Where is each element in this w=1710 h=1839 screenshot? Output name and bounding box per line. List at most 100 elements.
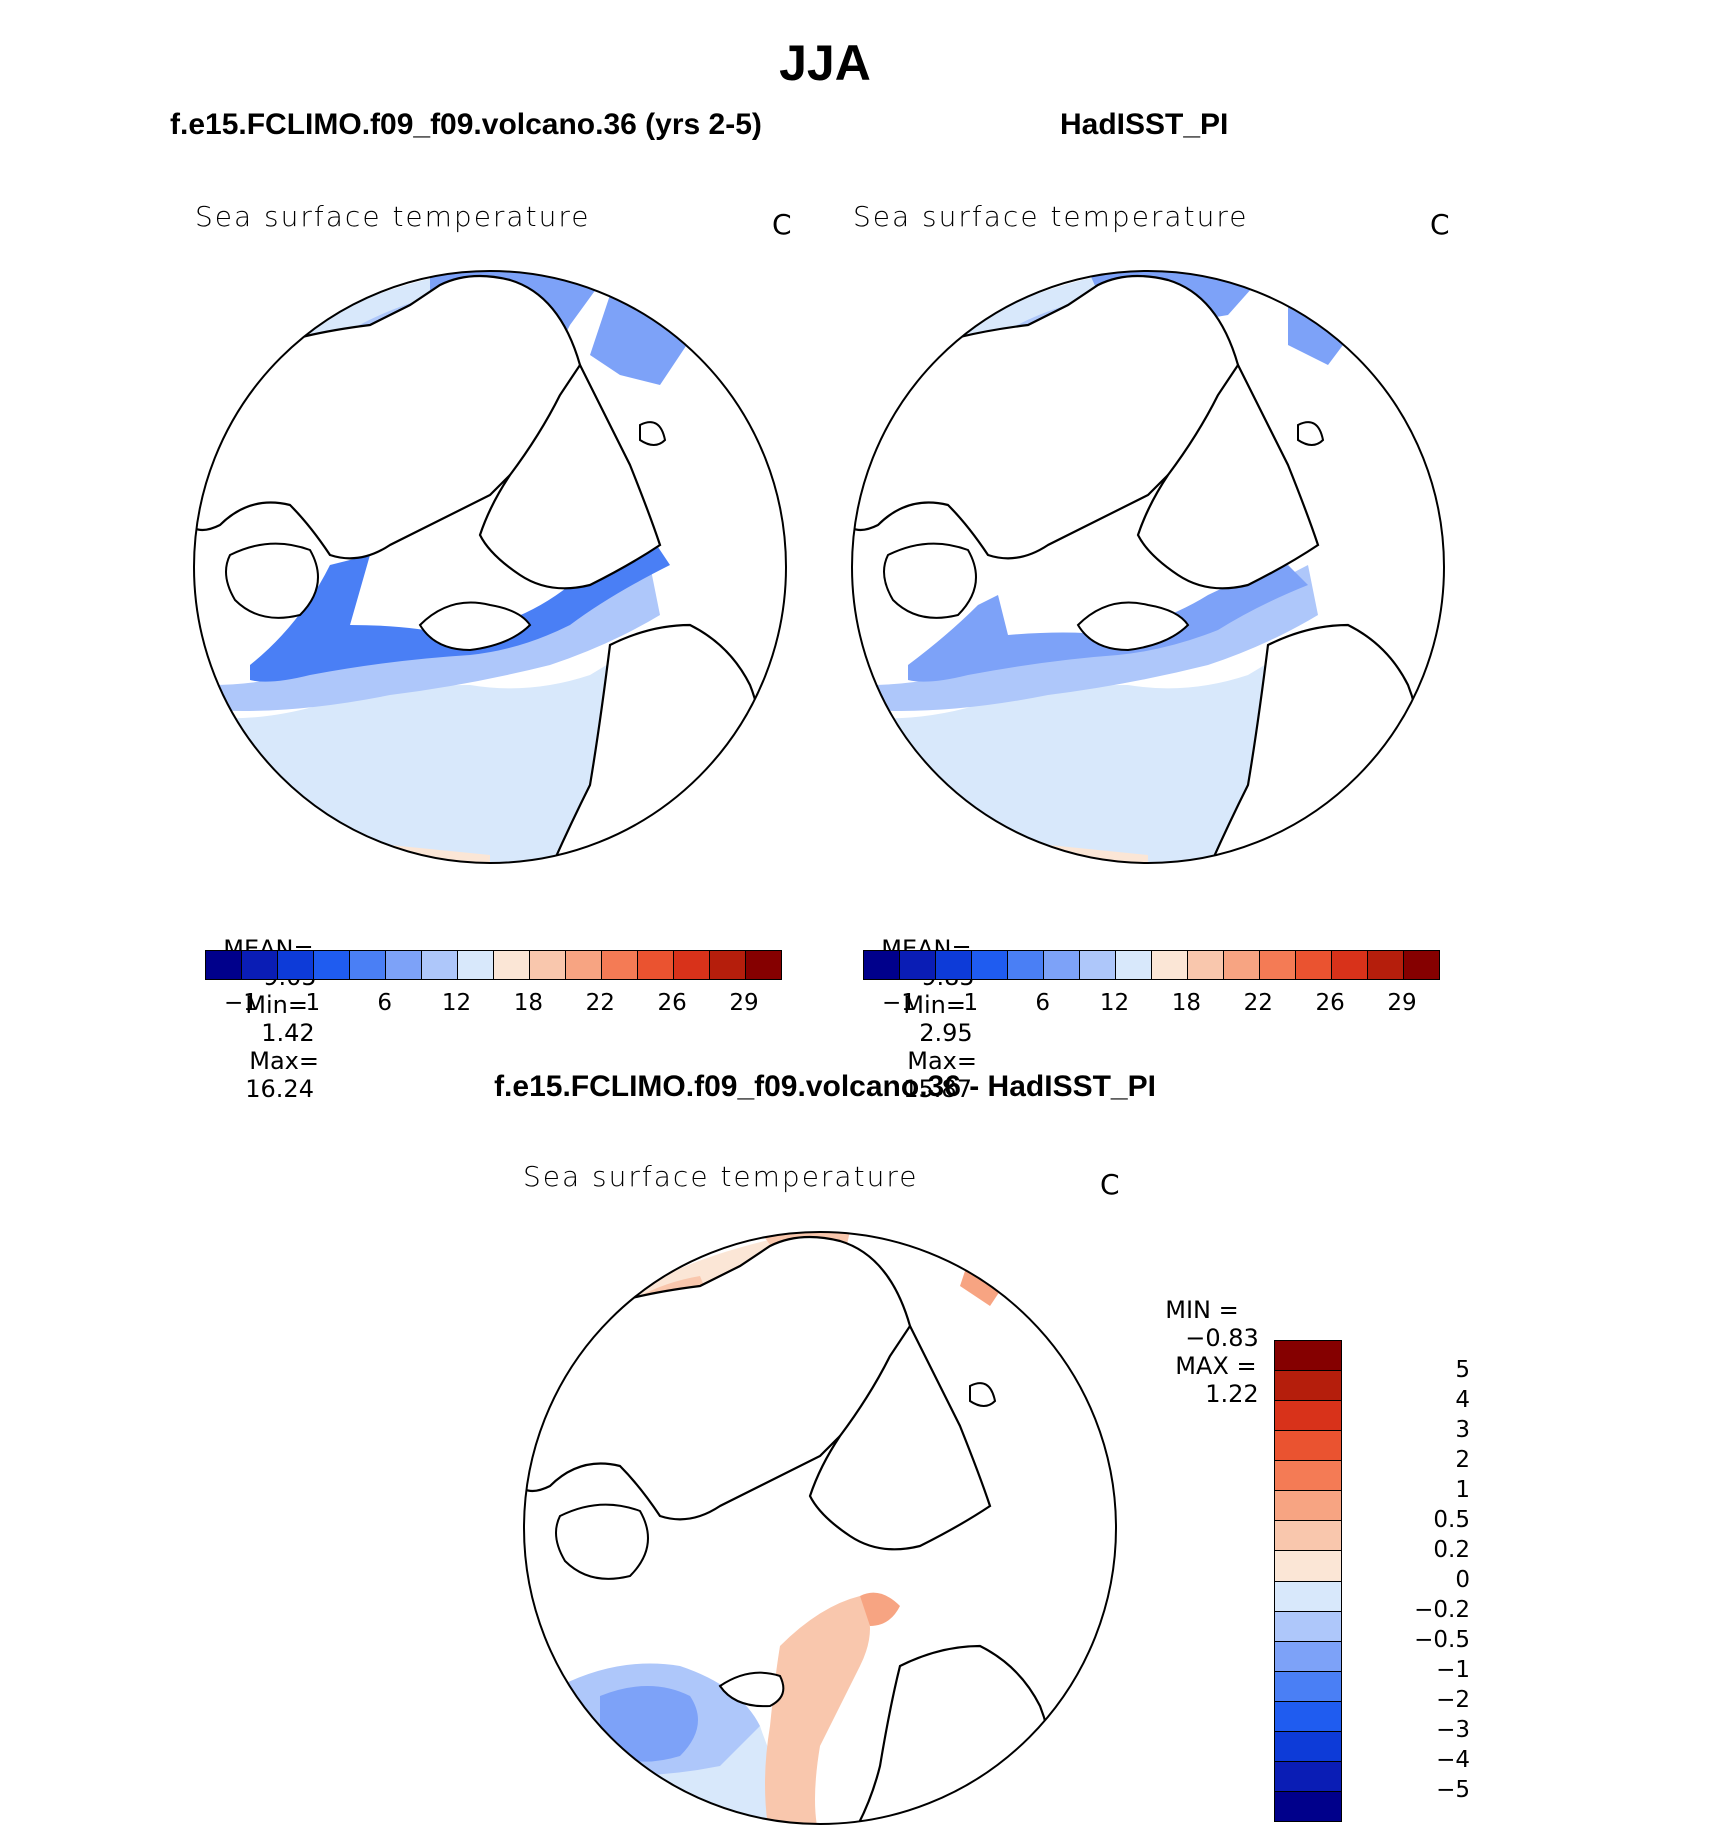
colorbar-swatch-2 (1275, 1401, 1341, 1432)
colorbar-swatch-1 (900, 951, 936, 979)
land-iceland-region (1076, 601, 1190, 652)
variable-label-diff: Sea surface temperature (523, 1160, 919, 1193)
colorbar-tick-label: −5 (1436, 1777, 1470, 1803)
colorbar-swatch-8 (1275, 1581, 1341, 1612)
colorbar-tick-label: 26 (1315, 990, 1345, 1016)
colorbar-tick-label: 1 (963, 990, 979, 1016)
colorbar-swatch-11 (1260, 951, 1296, 979)
colorbar-tick-label: −1 (1436, 1657, 1470, 1683)
polar-map-difference (523, 1231, 1117, 1825)
map-boundary (851, 270, 1445, 864)
units-label-model: C (772, 208, 792, 241)
colorbar-swatch-11 (1275, 1671, 1341, 1702)
colorbar-swatch-9 (1275, 1611, 1341, 1642)
colorbar-ticks-obs: −1 1 6 12 18 22 26 29 (863, 990, 1438, 1020)
sst-region-labrador (908, 565, 1308, 682)
stat-min-label: Min= (903, 991, 966, 1019)
colorbar-tick-label: 22 (1243, 990, 1273, 1016)
colorbar-swatch-6 (422, 951, 458, 979)
colorbar-swatch-1 (1275, 1371, 1341, 1402)
units-label-diff: C (1100, 1168, 1120, 1201)
colorbar-swatch-0 (1275, 1341, 1341, 1372)
colorbar-tick-label: −3 (1436, 1717, 1470, 1743)
colorbar-tick-label: 5 (1455, 1357, 1470, 1383)
stat-min-value: 1.42 (261, 1019, 315, 1047)
stat-min-label: Min= (245, 991, 308, 1019)
colorbar-tick-label: 29 (1387, 990, 1417, 1016)
colorbar-swatch-2 (936, 951, 972, 979)
colorbar-swatch-4 (1008, 951, 1044, 979)
stats-diff: MIN = −0.83 MAX = 1.22 (1150, 1268, 1259, 1408)
colorbar-diff (1274, 1340, 1342, 1822)
colorbar-obs (863, 950, 1440, 980)
colorbar-swatch-10 (566, 951, 602, 979)
stat-min-value: −0.83 (1185, 1324, 1259, 1352)
colorbar-swatch-3 (314, 951, 350, 979)
land-hudson (225, 542, 319, 619)
colorbar-swatch-13 (1275, 1731, 1341, 1762)
land-island (1297, 421, 1325, 446)
land-greenland (1136, 362, 1320, 590)
panel-title-obs: HadISST_PI (1060, 108, 1229, 141)
colorbar-swatch-3 (972, 951, 1008, 979)
panel-title-diff: f.e15.FCLIMO.f09_f09.volcano.36 - HadISS… (494, 1070, 1156, 1103)
colorbar-tick-label: −4 (1436, 1747, 1470, 1773)
land-iceland-region (418, 601, 532, 652)
colorbar-swatch-0 (206, 951, 242, 979)
colorbar-tick-label: 4 (1455, 1387, 1470, 1413)
colorbar-tick-label: −0.2 (1414, 1597, 1470, 1623)
colorbar-swatch-13 (674, 951, 710, 979)
land-iceland-region (718, 1671, 785, 1708)
colorbar-tick-label: 1 (1455, 1477, 1470, 1503)
panel-title-model: f.e15.FCLIMO.f09_f09.volcano.36 (yrs 2-5… (170, 108, 762, 141)
colorbar-tick-label: 29 (729, 990, 759, 1016)
colorbar-swatch-14 (710, 951, 746, 979)
colorbar-swatch-0 (864, 951, 900, 979)
map-boundary (523, 1231, 1117, 1825)
colorbar-tick-label: 26 (657, 990, 687, 1016)
colorbar-swatch-15 (1404, 951, 1439, 979)
polar-map-model (193, 270, 787, 864)
colorbar-tick-label: 0.5 (1433, 1507, 1470, 1533)
stat-max-value: 15.87 (903, 1075, 972, 1103)
variable-label-model: Sea surface temperature (195, 200, 591, 233)
land-greenland (478, 362, 662, 590)
land-hudson (555, 1503, 649, 1580)
colorbar-ticks-model: −1 1 6 12 18 22 26 29 (205, 990, 780, 1020)
colorbar-swatch-15 (1275, 1791, 1341, 1821)
colorbar-tick-label: −0.5 (1414, 1627, 1470, 1653)
colorbar-tick-label: −1 (881, 990, 916, 1016)
diff-region-norwegian (765, 1596, 870, 1824)
colorbar-swatch-11 (602, 951, 638, 979)
colorbar-tick-label: −2 (1436, 1687, 1470, 1713)
colorbar-ticks-diff: 5 4 3 2 1 0.5 0.2 0 −0.2 −0.5 −1 −2 −3 −4 −5 (1350, 1340, 1470, 1820)
colorbar-swatch-5 (1044, 951, 1080, 979)
stat-min-label: MIN = (1165, 1296, 1239, 1324)
land-hudson (883, 542, 977, 619)
colorbar-swatch-10 (1224, 951, 1260, 979)
colorbar-swatch-4 (1275, 1461, 1341, 1492)
colorbar-swatch-13 (1332, 951, 1368, 979)
colorbar-swatch-5 (1275, 1491, 1341, 1522)
colorbar-swatch-10 (1275, 1641, 1341, 1672)
units-label-obs: C (1430, 208, 1450, 241)
colorbar-swatch-14 (1275, 1761, 1341, 1792)
colorbar-swatch-6 (1275, 1521, 1341, 1552)
colorbar-swatch-12 (1296, 951, 1332, 979)
colorbar-swatch-6 (1080, 951, 1116, 979)
colorbar-swatch-7 (1116, 951, 1152, 979)
colorbar-tick-label: 0 (1455, 1567, 1470, 1593)
colorbar-tick-label: 18 (1171, 990, 1202, 1016)
colorbar-swatch-1 (242, 951, 278, 979)
colorbar-tick-label: 1 (305, 990, 321, 1016)
colorbar-tick-label: 12 (441, 990, 472, 1016)
colorbar-swatch-7 (458, 951, 494, 979)
colorbar-tick-label: 6 (377, 990, 393, 1016)
diff-region-barents (860, 1592, 900, 1626)
colorbar-swatch-3 (1275, 1431, 1341, 1462)
stat-max-value: 16.24 (245, 1075, 314, 1103)
stat-max-label: Max= (907, 1047, 977, 1075)
colorbar-tick-label: 12 (1099, 990, 1130, 1016)
map-boundary (193, 270, 787, 864)
stat-min-value: 2.95 (919, 1019, 973, 1047)
